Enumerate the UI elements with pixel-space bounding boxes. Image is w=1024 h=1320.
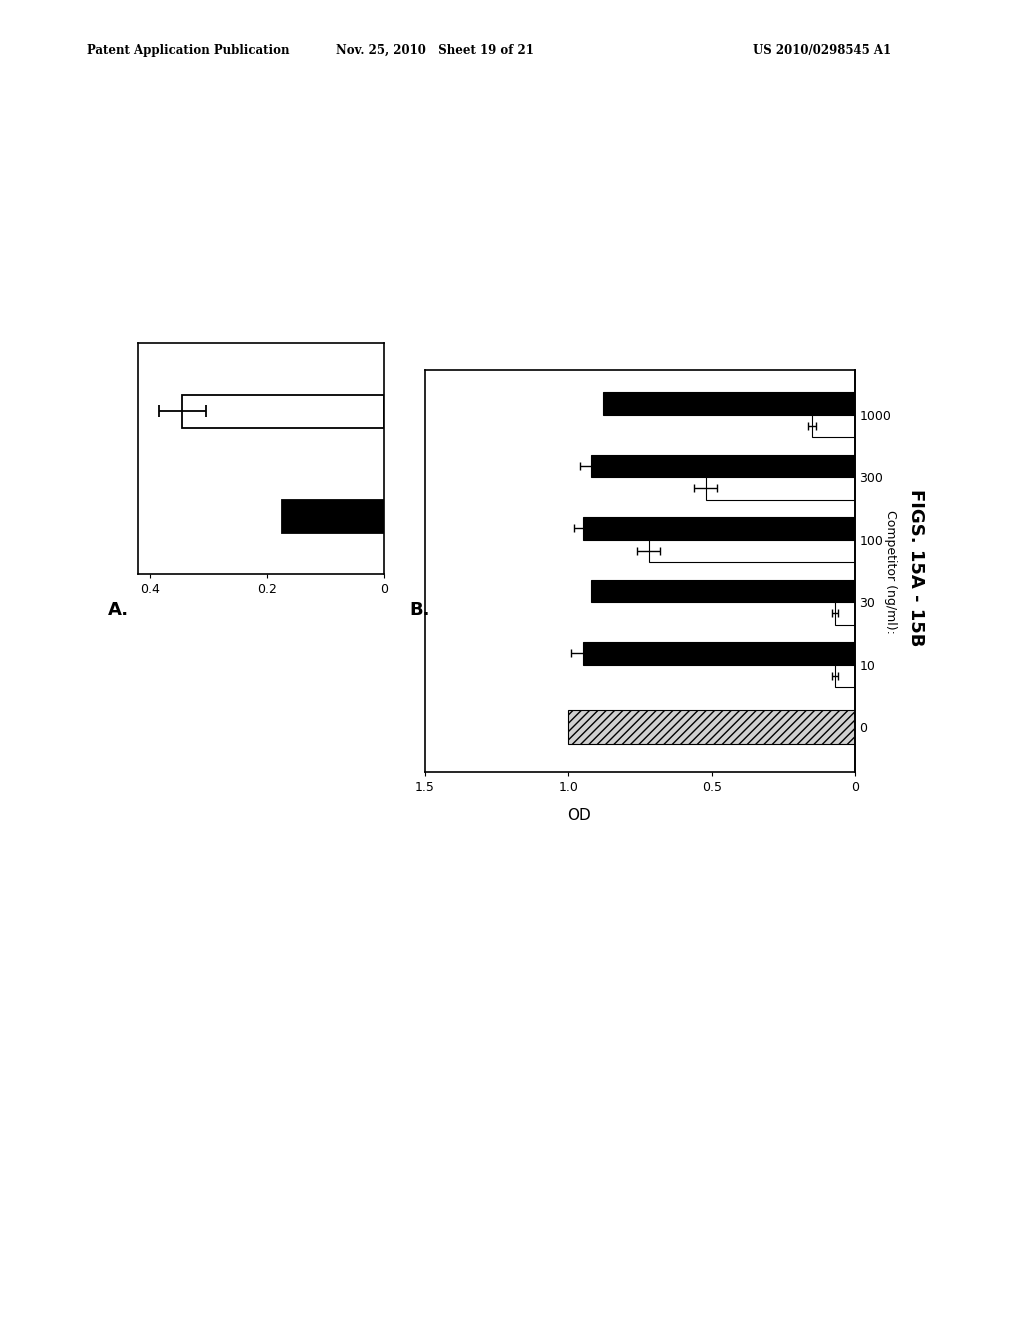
Bar (282, 500, 384, 533)
Text: Nov. 25, 2010   Sheet 19 of 21: Nov. 25, 2010 Sheet 19 of 21 (336, 44, 535, 57)
Bar (182, 395, 384, 428)
Text: B.: B. (410, 601, 430, 619)
Bar (583, 642, 855, 664)
Bar (591, 579, 855, 602)
Text: Competitor (ng/ml):: Competitor (ng/ml): (885, 510, 897, 634)
Bar (583, 517, 855, 540)
Text: Patent Application Publication: Patent Application Publication (87, 44, 290, 57)
Bar (706, 478, 855, 500)
Bar (812, 414, 855, 437)
Bar (648, 540, 855, 562)
Text: A.: A. (108, 601, 129, 619)
Bar (835, 602, 855, 624)
Text: OD: OD (566, 808, 591, 822)
Bar (568, 710, 855, 744)
Text: FIGS. 15A - 15B: FIGS. 15A - 15B (907, 488, 926, 647)
Bar (835, 664, 855, 688)
Text: US 2010/0298545 A1: US 2010/0298545 A1 (753, 44, 891, 57)
Bar (591, 454, 855, 478)
Bar (603, 392, 855, 414)
